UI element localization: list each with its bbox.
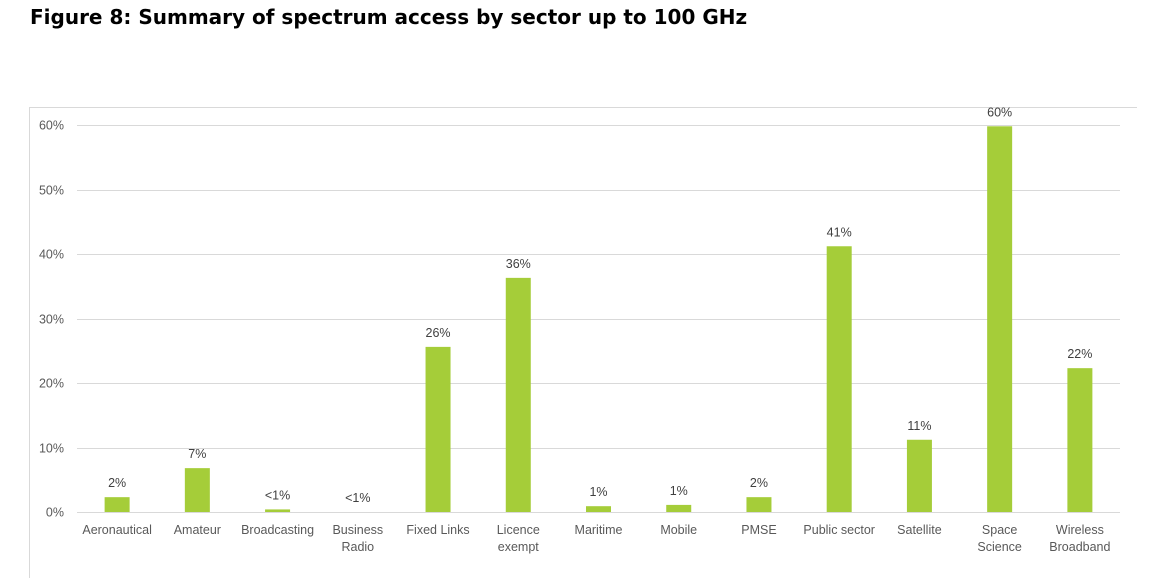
bars: [104, 126, 1093, 512]
data-label: <1%: [265, 488, 290, 502]
category-label: Space Science: [977, 523, 1022, 554]
data-label: 1%: [589, 485, 607, 499]
category-label-line: Maritime: [575, 523, 623, 537]
y-tick-label: 50%: [39, 184, 64, 198]
category-label: Mobile: [660, 523, 697, 537]
data-label: 26%: [426, 326, 451, 340]
category-label: Business Radio: [332, 523, 383, 554]
category-label: Aeronautical: [82, 523, 152, 537]
figure-title: Figure 8: Summary of spectrum access by …: [30, 5, 748, 29]
bar: [826, 246, 852, 512]
category-label: Wireless Broadband: [1049, 523, 1110, 554]
category-label-line: Broadband: [1049, 540, 1110, 554]
y-tick-label: 10%: [39, 442, 64, 456]
bar: [666, 504, 692, 512]
data-label: 2%: [750, 476, 768, 490]
category-label: Amateur: [174, 523, 221, 537]
category-label-line: Space: [982, 523, 1017, 537]
y-tick-label: 30%: [39, 313, 64, 327]
y-axis-ticks: 0% 10% 20% 30% 40% 50% 60%: [39, 119, 64, 520]
y-tick-label: 0%: [46, 506, 64, 520]
bar: [987, 126, 1013, 512]
bar: [104, 497, 130, 512]
category-label: PMSE: [741, 523, 776, 537]
bar: [906, 439, 932, 512]
data-label: 36%: [506, 257, 531, 271]
chart-area: [29, 107, 1137, 578]
data-label: <1%: [345, 491, 370, 505]
data-label: 11%: [907, 419, 931, 433]
data-label: 2%: [108, 476, 126, 490]
category-label-line: Licence: [497, 523, 540, 537]
category-label-line: Fixed Links: [406, 523, 469, 537]
data-labels: 2% 7% <1% <1% 26% 36% 1% 1% 2% 41% 11% 60% 22%: [108, 105, 1092, 505]
x-axis-categories: Aeronautical Amateur Broadcasting Business R…: [82, 523, 1110, 554]
bar: [746, 497, 772, 512]
bar: [1067, 368, 1093, 512]
data-label: 1%: [670, 484, 688, 498]
category-label-line: Mobile: [660, 523, 697, 537]
data-label: 22%: [1067, 347, 1092, 361]
category-label: Satellite: [897, 523, 942, 537]
category-label: Fixed Links: [406, 523, 469, 537]
y-tick-label: 20%: [39, 377, 64, 391]
category-label-line: Public sector: [803, 523, 875, 537]
bar: [184, 468, 210, 512]
bar: [505, 277, 531, 512]
category-label-line: PMSE: [741, 523, 776, 537]
category-label-line: Science: [977, 540, 1022, 554]
category-label: Broadcasting: [241, 523, 314, 537]
category-label-line: Business: [332, 523, 383, 537]
category-label-line: exempt: [498, 540, 540, 554]
category-label: Maritime: [575, 523, 623, 537]
category-label: Public sector: [803, 523, 875, 537]
gridlines: [77, 125, 1120, 513]
category-label-line: Wireless: [1056, 523, 1104, 537]
data-label: 7%: [188, 447, 206, 461]
bar: [425, 346, 451, 512]
y-tick-label: 60%: [39, 119, 64, 133]
category-label-line: Aeronautical: [82, 523, 152, 537]
category-label-line: Broadcasting: [241, 523, 314, 537]
bar: [265, 509, 291, 512]
category-label-line: Satellite: [897, 523, 942, 537]
category-label-line: Radio: [341, 540, 374, 554]
data-label: 60%: [987, 105, 1012, 119]
y-tick-label: 40%: [39, 248, 64, 262]
bar: [586, 506, 611, 512]
data-label: 41%: [827, 225, 852, 239]
category-label: Licence exempt: [497, 523, 540, 554]
category-label-line: Amateur: [174, 523, 221, 537]
